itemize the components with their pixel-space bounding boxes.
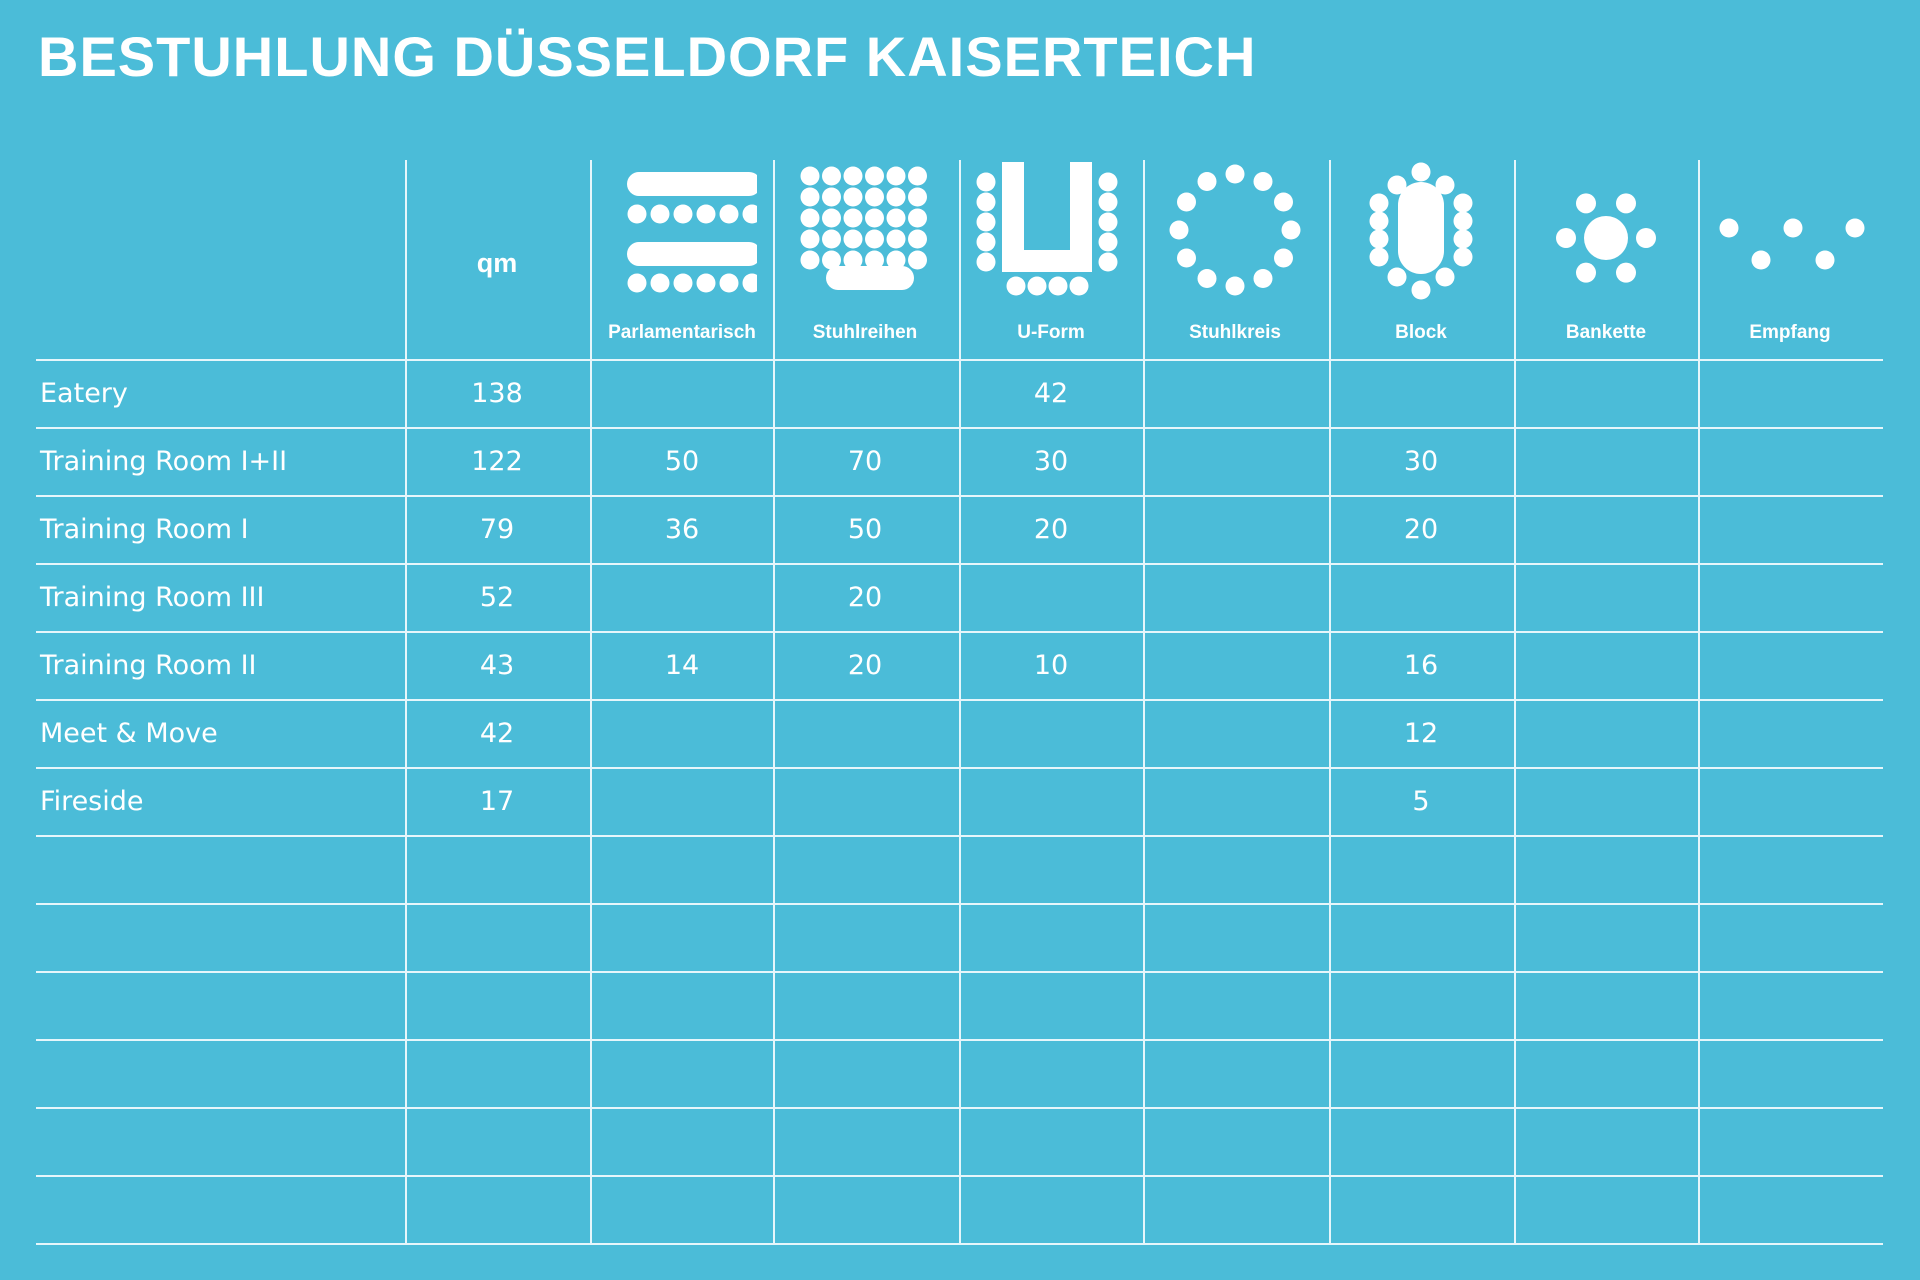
parliament-seating-icon [607,158,757,308]
row-divider [36,1107,1883,1109]
column-divider [405,160,407,1245]
capacity-value: 70 [847,446,883,477]
qm-header: qm [476,248,518,278]
qm-value: 17 [479,786,515,817]
row-divider [36,835,1883,837]
room-name: Eatery [40,378,128,409]
room-name: Training Room III [40,582,265,613]
reception-icon [1715,158,1865,308]
column-header-parlamentarisch: Parlamentarisch [608,322,756,343]
capacity-value: 30 [1033,446,1069,477]
page-title: BESTUHLUNG DÜSSELDORF KAISERTEICH [38,25,1257,88]
row-divider [36,903,1883,905]
column-divider [1329,160,1331,1245]
row-divider [36,495,1883,497]
column-header-bankette: Bankette [1565,322,1647,343]
capacity-value: 16 [1403,650,1439,681]
column-header-block: Block [1395,322,1447,343]
qm-value: 52 [479,582,515,613]
column-header-empfang: Empfang [1749,322,1831,343]
room-name: Training Room I [40,514,249,545]
capacity-value: 30 [1403,446,1439,477]
column-divider [773,160,775,1245]
qm-value: 42 [479,718,515,749]
capacity-value: 20 [847,650,883,681]
row-divider [36,767,1883,769]
column-header-stuhlreihen: Stuhlreihen [812,322,918,343]
capacity-value: 50 [847,514,883,545]
row-divider [36,1243,1883,1245]
column-divider [590,160,592,1245]
capacity-value: 14 [664,650,700,681]
room-name: Fireside [40,786,144,817]
block-seating-icon [1346,158,1496,308]
column-header-u-form: U-Form [1017,322,1085,343]
qm-value: 122 [471,446,523,477]
column-divider [1514,160,1516,1245]
room-name: Training Room II [40,650,257,681]
column-divider [1698,160,1700,1245]
capacity-value: 20 [1403,514,1439,545]
chair-circle-icon [1160,158,1310,308]
room-name: Meet & Move [40,718,218,749]
capacity-value: 5 [1412,786,1430,817]
capacity-value: 12 [1403,718,1439,749]
qm-value: 79 [479,514,515,545]
row-divider [36,699,1883,701]
column-header-stuhlkreis: Stuhlkreis [1189,322,1281,343]
row-divider [36,427,1883,429]
capacity-value: 10 [1033,650,1069,681]
u-shape-seating-icon [976,158,1126,308]
row-divider [36,563,1883,565]
row-divider [36,359,1883,361]
row-divider [36,1175,1883,1177]
row-divider [36,631,1883,633]
row-divider [36,1039,1883,1041]
capacity-value: 36 [664,514,700,545]
row-divider [36,971,1883,973]
capacity-value: 20 [847,582,883,613]
qm-value: 43 [479,650,515,681]
column-divider [959,160,961,1245]
chair-rows-icon [790,158,940,308]
room-name: Training Room I+II [40,446,288,477]
qm-value: 138 [471,378,523,409]
capacity-value: 50 [664,446,700,477]
banquet-seating-icon [1531,158,1681,308]
capacity-value: 20 [1033,514,1069,545]
column-divider [1143,160,1145,1245]
capacity-value: 42 [1033,378,1069,409]
